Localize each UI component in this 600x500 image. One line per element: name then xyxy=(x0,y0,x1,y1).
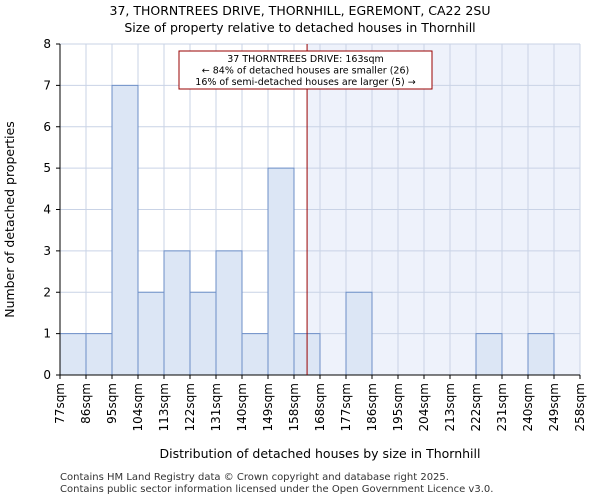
x-tick-label: 249sqm xyxy=(547,383,561,431)
chart-subtitle: Size of property relative to detached ho… xyxy=(124,20,476,35)
chart-title: 37, THORNTREES DRIVE, THORNHILL, EGREMON… xyxy=(109,3,491,18)
x-tick-label: 177sqm xyxy=(339,383,353,431)
x-tick-label: 149sqm xyxy=(261,383,275,431)
x-tick-label: 95sqm xyxy=(105,383,119,424)
x-axis-label: Distribution of detached houses by size … xyxy=(160,446,481,461)
y-tick-label: 1 xyxy=(43,327,51,341)
annotation-box xyxy=(178,50,433,90)
footer-line-1: Contains HM Land Registry data © Crown c… xyxy=(60,472,449,483)
footer-line-2: Contains public sector information licen… xyxy=(60,484,494,495)
plot-area: 0 1 2 3 4 5 6 7 8 77sqm 86sqm 95sqm 104sqm 113sqm 122s… xyxy=(2,37,587,461)
x-tick-label: 222sqm xyxy=(469,383,483,431)
x-tick-label: 258sqm xyxy=(573,383,587,431)
x-tick-label: 168sqm xyxy=(313,383,327,431)
annotation-text: 37 THORNTREES DRIVE: 163sqm xyxy=(227,54,384,65)
x-tick-label: 186sqm xyxy=(365,383,379,431)
y-tick-label: 7 xyxy=(43,78,51,92)
y-tick-label: 3 xyxy=(43,244,51,258)
bar xyxy=(85,333,113,376)
x-tick-label: 231sqm xyxy=(495,383,509,431)
bar xyxy=(137,291,165,376)
x-tick-label: 113sqm xyxy=(157,383,171,431)
x-tick-label: 195sqm xyxy=(391,383,405,431)
bar xyxy=(345,291,373,376)
bar xyxy=(59,333,87,376)
x-tick-label: 204sqm xyxy=(417,383,431,431)
x-tick-label: 213sqm xyxy=(443,383,457,431)
bar xyxy=(241,333,269,376)
x-tick-label: 240sqm xyxy=(521,383,535,431)
bar xyxy=(189,291,217,376)
annotation-text: ← 84% of detached houses are smaller (26… xyxy=(202,66,409,77)
y-tick-label: 2 xyxy=(43,285,51,299)
bar xyxy=(527,333,555,376)
y-tick-label: 6 xyxy=(43,120,51,134)
bar xyxy=(215,250,243,376)
bar xyxy=(111,84,139,376)
x-tick-label: 140sqm xyxy=(235,383,249,431)
annotation-text: 16% of semi-detached houses are larger (… xyxy=(195,77,415,88)
x-tick-label: 104sqm xyxy=(131,383,145,431)
x-tick-label: 122sqm xyxy=(183,383,197,431)
bar xyxy=(163,250,191,376)
y-tick-label: 5 xyxy=(43,161,51,175)
bar xyxy=(267,167,295,376)
x-tick-label: 77sqm xyxy=(53,383,67,424)
x-tick-label: 86sqm xyxy=(79,383,93,424)
x-tick-label: 131sqm xyxy=(209,383,223,431)
y-tick-label: 4 xyxy=(43,203,51,217)
x-tick-label: 158sqm xyxy=(287,383,301,431)
bar xyxy=(475,333,503,376)
y-axis-label: Number of detached properties xyxy=(2,121,17,318)
y-tick-label: 0 xyxy=(43,368,51,382)
y-tick-label: 8 xyxy=(43,37,51,51)
